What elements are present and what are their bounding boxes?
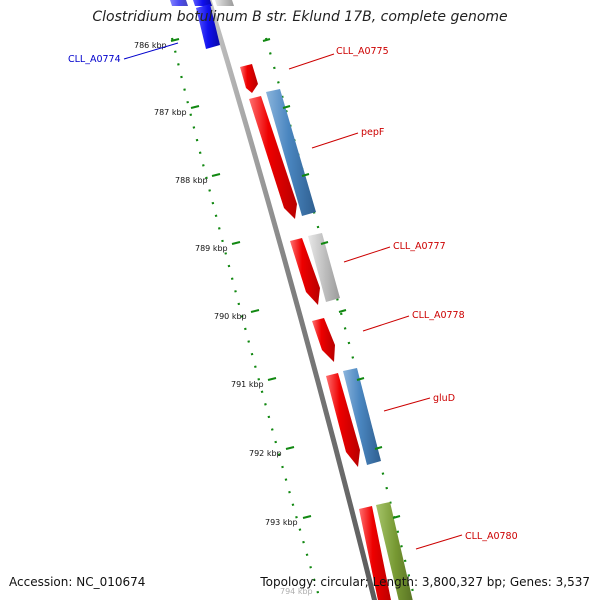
tick-787: [190, 105, 200, 109]
feature-cll-a0777-cds[interactable]: [290, 238, 320, 305]
tick-label-787: 787 kbp: [154, 108, 187, 117]
leader-cll-a0774: [123, 42, 179, 60]
leader-glud: [383, 397, 431, 412]
tick-label-790: 790 kbp: [214, 312, 247, 321]
tick-790: [250, 309, 260, 313]
leader-pepf: [311, 132, 359, 149]
leader-cll-a0780: [415, 534, 463, 550]
map-title: Clostridium botulinum B str. Eklund 17B,…: [92, 9, 508, 25]
label-pepf[interactable]: pepF: [361, 127, 384, 138]
tick-792: [285, 446, 295, 450]
tick-789: [231, 241, 241, 245]
tick-label-793: 793 kbp: [265, 518, 298, 527]
label-cll-a0780[interactable]: CLL_A0780: [465, 531, 518, 542]
label-cll-a0777[interactable]: CLL_A0777: [393, 241, 446, 252]
feature-glud-cds[interactable]: [326, 373, 360, 467]
feature-pepf-cds[interactable]: [249, 96, 297, 219]
label-cll-a0775[interactable]: CLL_A0775: [336, 46, 389, 57]
tick-label-792: 792 kbp: [249, 449, 282, 458]
feature-pepf-gene[interactable]: [266, 89, 316, 216]
feature-cll-a0778-cds[interactable]: [312, 318, 335, 362]
tick-label-791: 791 kbp: [231, 380, 264, 389]
tick-label-794: 794 kbp: [280, 587, 313, 596]
tick-793: [302, 515, 312, 519]
label-glud[interactable]: gluD: [433, 393, 455, 404]
leader-cll-a0778: [362, 315, 410, 332]
inner-scale-dots: [170, 37, 322, 600]
leader-cll-a0777: [343, 246, 391, 263]
outer-scale-ticks: [262, 38, 401, 519]
gene-labels: CLL_A0774 CLL_A0775 pepF CLL_A0777 CLL_A…: [68, 42, 518, 550]
genome-summary-text: Topology: circular; Length: 3,800,327 bp…: [260, 575, 590, 589]
feature-glud-gene[interactable]: [343, 368, 381, 465]
scale-ticks: 786 kbp 787 kbp 788 kbp 789 kbp 790 kbp …: [134, 38, 313, 596]
feature-cll-a0774[interactable]: [196, 4, 220, 49]
tick-791: [267, 377, 277, 381]
top-partial-features: [170, 0, 234, 6]
genome-backbone: [206, 0, 378, 600]
feature-cll-a0775[interactable]: [240, 64, 258, 93]
feature-cll-a0780-cds[interactable]: [359, 506, 393, 600]
feature-cll-a0780-gene[interactable]: [376, 502, 415, 600]
tick-label-786: 786 kbp: [134, 41, 167, 50]
feature-cll-a0777-gene[interactable]: [308, 233, 340, 302]
tick-786: [170, 38, 180, 42]
label-cll-a0774[interactable]: CLL_A0774: [68, 54, 121, 65]
tick-788: [211, 173, 221, 177]
accession-text: Accession: NC_010674: [9, 575, 146, 589]
leader-cll-a0775: [288, 53, 335, 70]
tick-label-788: 788 kbp: [175, 176, 208, 185]
label-cll-a0778[interactable]: CLL_A0778: [412, 310, 465, 321]
tick-label-789: 789 kbp: [195, 244, 228, 253]
